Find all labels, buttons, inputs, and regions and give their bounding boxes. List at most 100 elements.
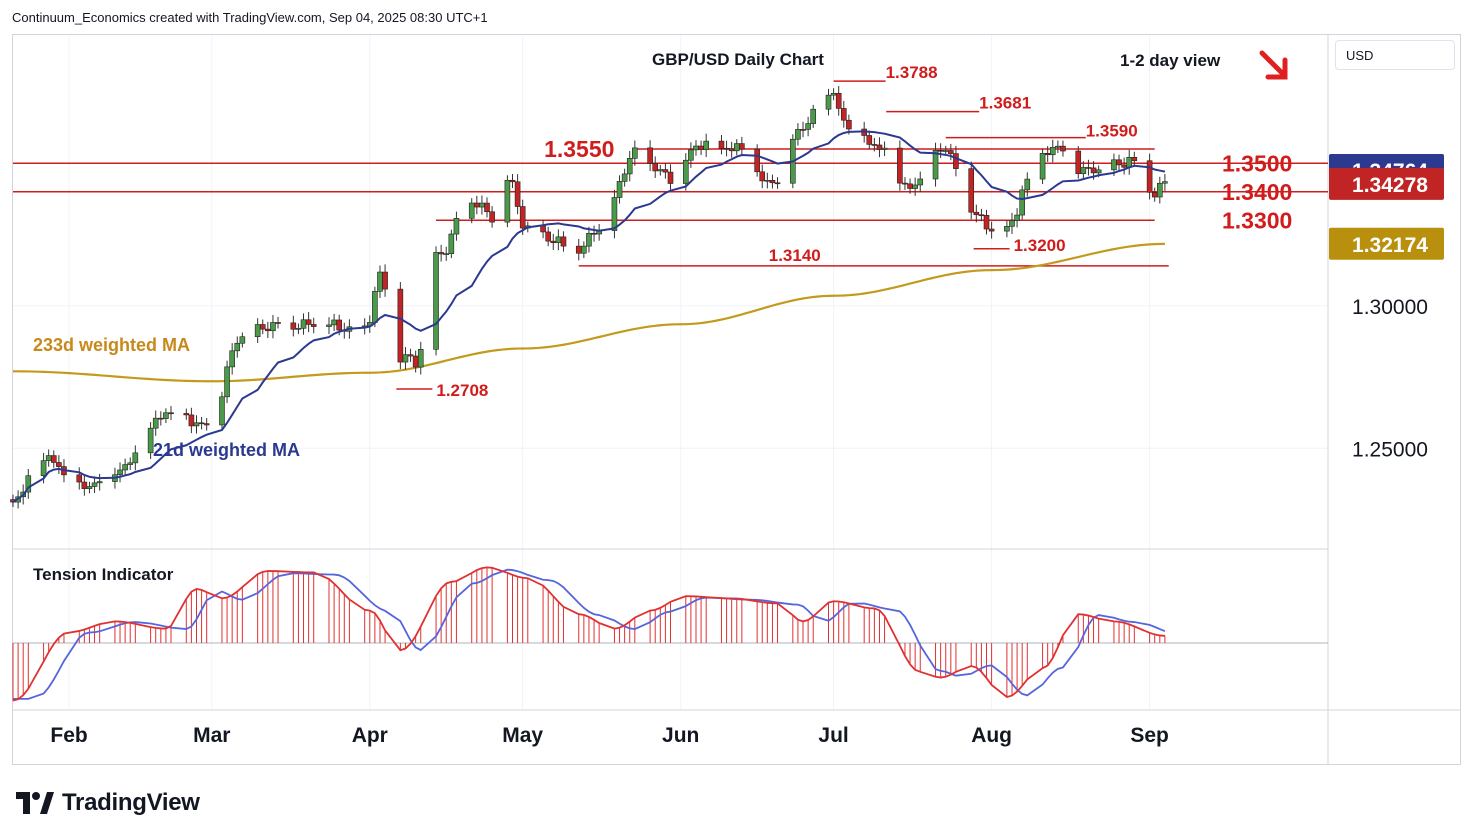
candle-body [840, 108, 847, 121]
swing-label-1.3140: 1.3140 [769, 246, 821, 265]
candle-body [662, 169, 669, 173]
candle-series [10, 85, 1168, 509]
level-label-1.3400: 1.3400 [1222, 179, 1292, 205]
currency-selector[interactable]: USD [1335, 40, 1455, 70]
candle-body [295, 328, 302, 330]
candle-body [270, 322, 276, 332]
candle-body [611, 197, 618, 231]
price-tag-label: 1.32174 [1352, 234, 1428, 257]
candle-body [402, 354, 409, 363]
candle-body [1049, 147, 1056, 156]
candle-body [50, 455, 57, 463]
candle-body [703, 140, 709, 150]
down-arrow-icon [1259, 50, 1288, 80]
candle-body [305, 319, 312, 325]
candle-body [438, 252, 444, 255]
x-tick-label: Feb [50, 724, 87, 747]
x-tick-label: Jul [818, 724, 848, 747]
candle-body [830, 92, 837, 96]
price-tag-label: 1.34278 [1352, 174, 1428, 197]
candle-body [239, 336, 246, 344]
candle-body [122, 464, 128, 471]
swing-label-1.3681: 1.3681 [979, 94, 1031, 113]
candle-body [412, 355, 419, 368]
candle-body [265, 328, 271, 332]
candle-body [417, 349, 424, 368]
candle-body [1095, 169, 1102, 174]
tension-label: Tension Indicator [33, 565, 174, 584]
candle-body [881, 147, 888, 150]
candle-body [545, 231, 551, 242]
candle-body [774, 182, 781, 185]
candle-body [616, 181, 623, 198]
candle-body [550, 240, 557, 244]
candle-body [1009, 220, 1015, 227]
candle-body [978, 214, 985, 217]
y-tick-label: 1.30000 [1352, 296, 1428, 319]
candle-body [168, 412, 174, 415]
candle-body [1151, 192, 1158, 198]
candle-body [509, 179, 516, 183]
candle-body [132, 452, 139, 464]
candle-body [846, 119, 852, 130]
candle-body [912, 184, 918, 189]
candle-body [1157, 182, 1163, 198]
candle-body [479, 202, 485, 208]
candle-body [382, 271, 388, 290]
candle-body [652, 163, 659, 172]
candle-body [86, 486, 93, 489]
candle-body [866, 135, 873, 145]
candle-body [183, 413, 190, 416]
candle-body [718, 140, 725, 149]
candle-body [448, 233, 455, 254]
candle-body [25, 475, 32, 493]
candle-body [769, 180, 776, 184]
level-label-1.3500: 1.3500 [1222, 150, 1292, 176]
candle-body [1111, 159, 1117, 171]
candle-body [591, 232, 597, 235]
candle-body [474, 202, 480, 208]
tradingview-logo-icon [16, 792, 54, 814]
candle-body [739, 143, 745, 150]
candle-body [326, 324, 332, 327]
candle-body [1039, 153, 1046, 180]
candle-body [1075, 150, 1082, 174]
candle-body [1080, 167, 1087, 174]
candle-body [331, 319, 337, 326]
candle-body [937, 149, 944, 152]
candle-body [693, 145, 699, 151]
candle-body [902, 182, 908, 185]
tradingview-brand[interactable]: TradingView [16, 789, 200, 817]
ma21-line [12, 130, 1166, 503]
chart-credit: Continuum_Economics created with Trading… [12, 10, 488, 25]
candle-body [377, 271, 383, 292]
candle-body [983, 215, 990, 230]
chart-labels: GBP/USD Daily Chart 1-2 day view 233d weig… [33, 50, 1288, 460]
candle-body [163, 412, 169, 419]
candle-body [40, 460, 47, 477]
candle-body [835, 92, 842, 109]
candle-body [907, 183, 913, 189]
candle-body [1146, 160, 1153, 193]
candle-body [948, 150, 954, 154]
candle-body [254, 324, 261, 338]
candle-body [754, 148, 760, 173]
candle-body [519, 206, 526, 229]
candle-body [407, 354, 414, 357]
candle-body [443, 253, 450, 255]
candle-body [953, 153, 959, 169]
candle-body [871, 144, 878, 146]
candle-body [581, 245, 587, 254]
candle-body [56, 462, 62, 467]
candle-body [647, 147, 653, 164]
candle-body [514, 181, 521, 207]
candle-body [198, 422, 205, 425]
candle-body [152, 417, 159, 429]
candle-body [290, 322, 297, 330]
candle-body [586, 232, 592, 247]
y-tick-label: 1.25000 [1352, 438, 1428, 461]
candle-body [1162, 181, 1168, 184]
ma233-line [12, 242, 1165, 383]
